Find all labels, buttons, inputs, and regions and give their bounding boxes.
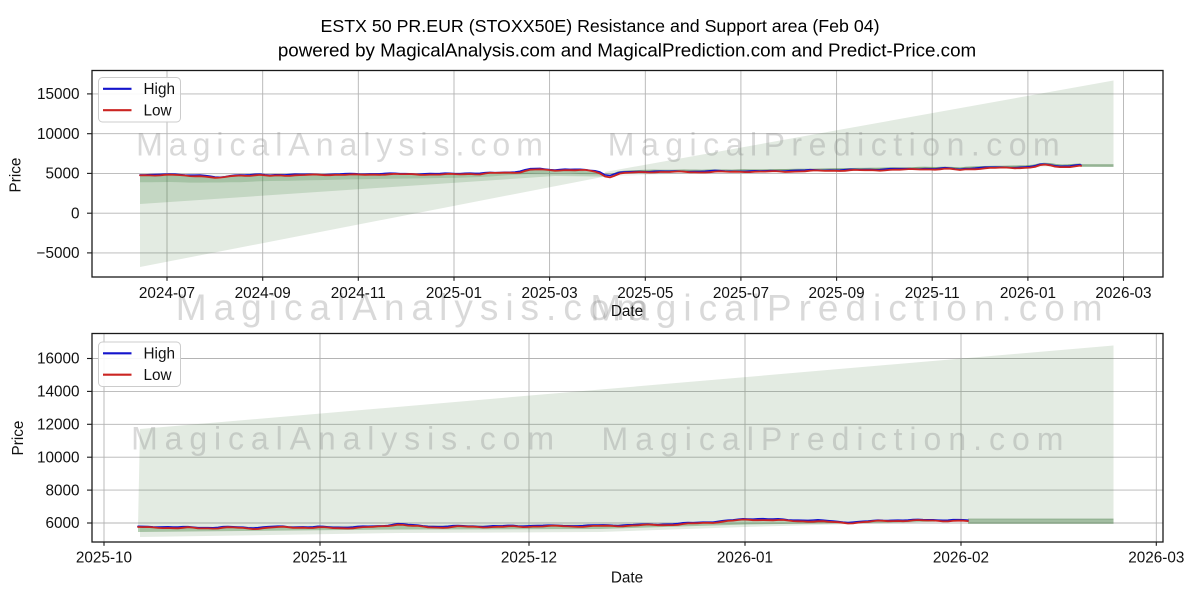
svg-text:2026-03: 2026-03 (1095, 285, 1151, 302)
svg-text:0: 0 (71, 205, 80, 222)
svg-text:Date: Date (611, 570, 643, 587)
svg-text:Price: Price (10, 421, 27, 456)
svg-text:2025-03: 2025-03 (522, 285, 578, 302)
svg-text:−5000: −5000 (37, 245, 80, 262)
svg-text:2025-05: 2025-05 (617, 285, 673, 302)
svg-text:MagicalPrediction.com: MagicalPrediction.com (608, 127, 1066, 163)
svg-text:Low: Low (144, 102, 173, 119)
svg-text:16000: 16000 (37, 351, 80, 368)
svg-text:2025-11: 2025-11 (292, 549, 347, 566)
svg-text:2026-03: 2026-03 (1128, 549, 1184, 566)
svg-text:2024-11: 2024-11 (331, 285, 386, 302)
svg-text:2026-01: 2026-01 (717, 549, 773, 566)
svg-text:MagicalPrediction.com: MagicalPrediction.com (602, 421, 1071, 457)
svg-text:15000: 15000 (37, 86, 80, 103)
svg-text:2025-10: 2025-10 (76, 549, 132, 566)
svg-text:Date: Date (611, 303, 643, 320)
svg-text:2024-09: 2024-09 (235, 285, 291, 302)
svg-text:5000: 5000 (45, 166, 79, 183)
svg-text:2025-01: 2025-01 (426, 285, 482, 302)
svg-text:MagicalAnalysis.com: MagicalAnalysis.com (136, 126, 549, 162)
svg-text:MagicalPrediction.com: MagicalPrediction.com (590, 287, 1109, 328)
svg-text:2025-11: 2025-11 (905, 285, 960, 302)
svg-text:6000: 6000 (45, 515, 79, 532)
svg-text:10000: 10000 (37, 449, 80, 466)
svg-text:2025-07: 2025-07 (713, 285, 769, 302)
svg-text:High: High (144, 81, 175, 98)
svg-text:MagicalAnalysis.com: MagicalAnalysis.com (176, 287, 654, 328)
svg-text:High: High (144, 346, 175, 363)
svg-text:2026-02: 2026-02 (933, 549, 989, 566)
svg-text:12000: 12000 (37, 417, 80, 434)
svg-text:2025-09: 2025-09 (809, 285, 865, 302)
svg-text:2026-01: 2026-01 (1000, 285, 1056, 302)
svg-text:Low: Low (144, 367, 173, 384)
svg-text:ESTX 50 PR.EUR (STOXX50E) Resi: ESTX 50 PR.EUR (STOXX50E) Resistance and… (320, 16, 879, 36)
svg-text:MagicalAnalysis.com: MagicalAnalysis.com (131, 421, 561, 457)
svg-text:14000: 14000 (37, 384, 80, 401)
svg-text:2024-07: 2024-07 (139, 285, 195, 302)
svg-text:8000: 8000 (45, 482, 79, 499)
svg-text:Price: Price (8, 158, 25, 193)
svg-text:10000: 10000 (37, 126, 80, 143)
svg-text:2025-12: 2025-12 (501, 549, 557, 566)
svg-text:powered by MagicalAnalysis.com: powered by MagicalAnalysis.com and Magic… (278, 40, 976, 61)
